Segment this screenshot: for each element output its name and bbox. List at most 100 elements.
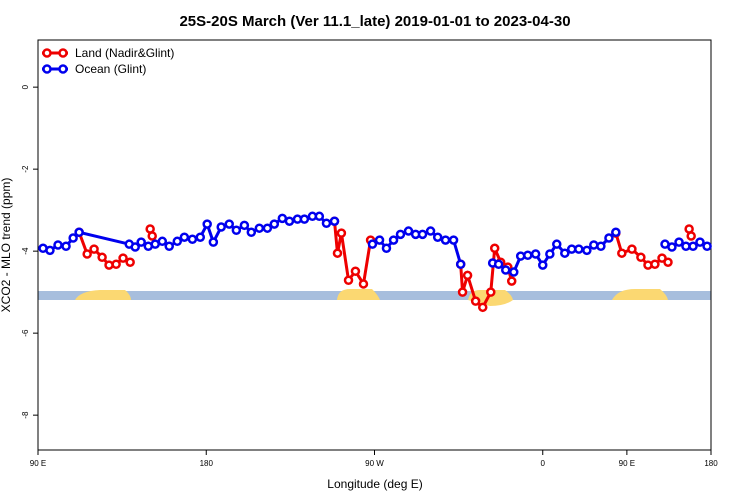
point <box>702 241 712 251</box>
point <box>136 237 146 247</box>
point <box>157 236 168 247</box>
point <box>89 244 99 254</box>
point <box>667 242 677 252</box>
point <box>582 245 592 256</box>
point <box>195 232 206 242</box>
land-patch <box>612 289 668 300</box>
point <box>202 219 212 229</box>
point <box>61 241 71 251</box>
point <box>343 275 354 286</box>
y-tick-label: -8 <box>21 411 30 419</box>
point <box>118 253 128 263</box>
x-tick-label: 180 <box>704 459 718 468</box>
point <box>432 232 443 242</box>
point <box>284 216 295 226</box>
y-tick-label: -2 <box>21 165 30 173</box>
point <box>417 229 428 240</box>
point <box>523 250 533 260</box>
point <box>224 219 234 229</box>
point <box>574 244 584 254</box>
point <box>650 259 660 270</box>
point <box>332 248 343 258</box>
point <box>179 232 190 242</box>
point <box>596 241 606 251</box>
surface-strip <box>38 289 711 306</box>
point <box>686 231 696 241</box>
point <box>493 259 504 270</box>
point <box>509 267 519 277</box>
x-tick-label: 90 E <box>619 459 635 468</box>
point <box>530 249 541 259</box>
y-tick-label: -6 <box>21 329 30 337</box>
legend-label: Land (Nadir&Glint) <box>75 46 174 60</box>
point <box>545 249 555 259</box>
point <box>462 270 473 281</box>
point <box>552 239 562 249</box>
point <box>367 239 378 249</box>
land-patch <box>75 290 131 300</box>
point <box>254 223 265 233</box>
x-tick-label: 180 <box>200 459 214 468</box>
point <box>695 237 705 247</box>
point <box>506 276 517 286</box>
point <box>627 244 637 254</box>
x-tick-label: 0 <box>541 459 546 468</box>
point <box>674 237 684 247</box>
point <box>589 240 599 250</box>
point <box>147 231 157 241</box>
point <box>68 233 78 243</box>
point <box>262 223 273 233</box>
y-tick-label: -4 <box>21 247 30 255</box>
point <box>172 236 183 247</box>
point <box>477 302 488 313</box>
point <box>231 225 242 235</box>
point <box>374 235 385 245</box>
x-tick-label: 90 W <box>365 459 384 468</box>
point <box>336 228 347 238</box>
point <box>130 242 140 252</box>
point <box>604 233 614 243</box>
point <box>663 257 673 267</box>
point <box>388 235 399 245</box>
legend-marker <box>58 48 68 58</box>
x-axis-label: Longitude (deg E) <box>327 477 422 491</box>
point <box>611 227 621 238</box>
point <box>489 243 500 254</box>
legend-label: Ocean (Glint) <box>75 62 146 76</box>
point <box>269 219 280 229</box>
point <box>321 218 332 229</box>
point <box>74 227 84 238</box>
point <box>500 265 511 275</box>
chart-title: 25S-20S March (Ver 11.1_late) 2019-01-01… <box>179 13 570 30</box>
legend-marker <box>42 64 52 74</box>
point <box>299 214 310 224</box>
point <box>111 259 121 270</box>
point <box>560 248 570 258</box>
point <box>457 287 468 297</box>
point <box>314 211 325 222</box>
point <box>395 229 406 240</box>
point <box>216 222 226 232</box>
point <box>470 296 481 306</box>
point <box>125 257 135 267</box>
point <box>82 249 92 259</box>
point <box>486 287 496 297</box>
point <box>440 235 451 245</box>
point <box>455 259 466 270</box>
point <box>448 235 459 245</box>
point <box>329 216 340 226</box>
point <box>403 226 414 236</box>
point <box>688 241 698 251</box>
legend-marker <box>42 48 52 58</box>
point <box>164 241 174 251</box>
point <box>187 234 198 245</box>
point <box>350 266 361 276</box>
point <box>657 253 667 263</box>
point <box>239 220 250 231</box>
point <box>381 243 392 254</box>
point <box>617 248 627 258</box>
legend-marker <box>58 64 68 74</box>
point <box>425 226 436 236</box>
point <box>208 237 219 247</box>
point <box>53 240 63 250</box>
